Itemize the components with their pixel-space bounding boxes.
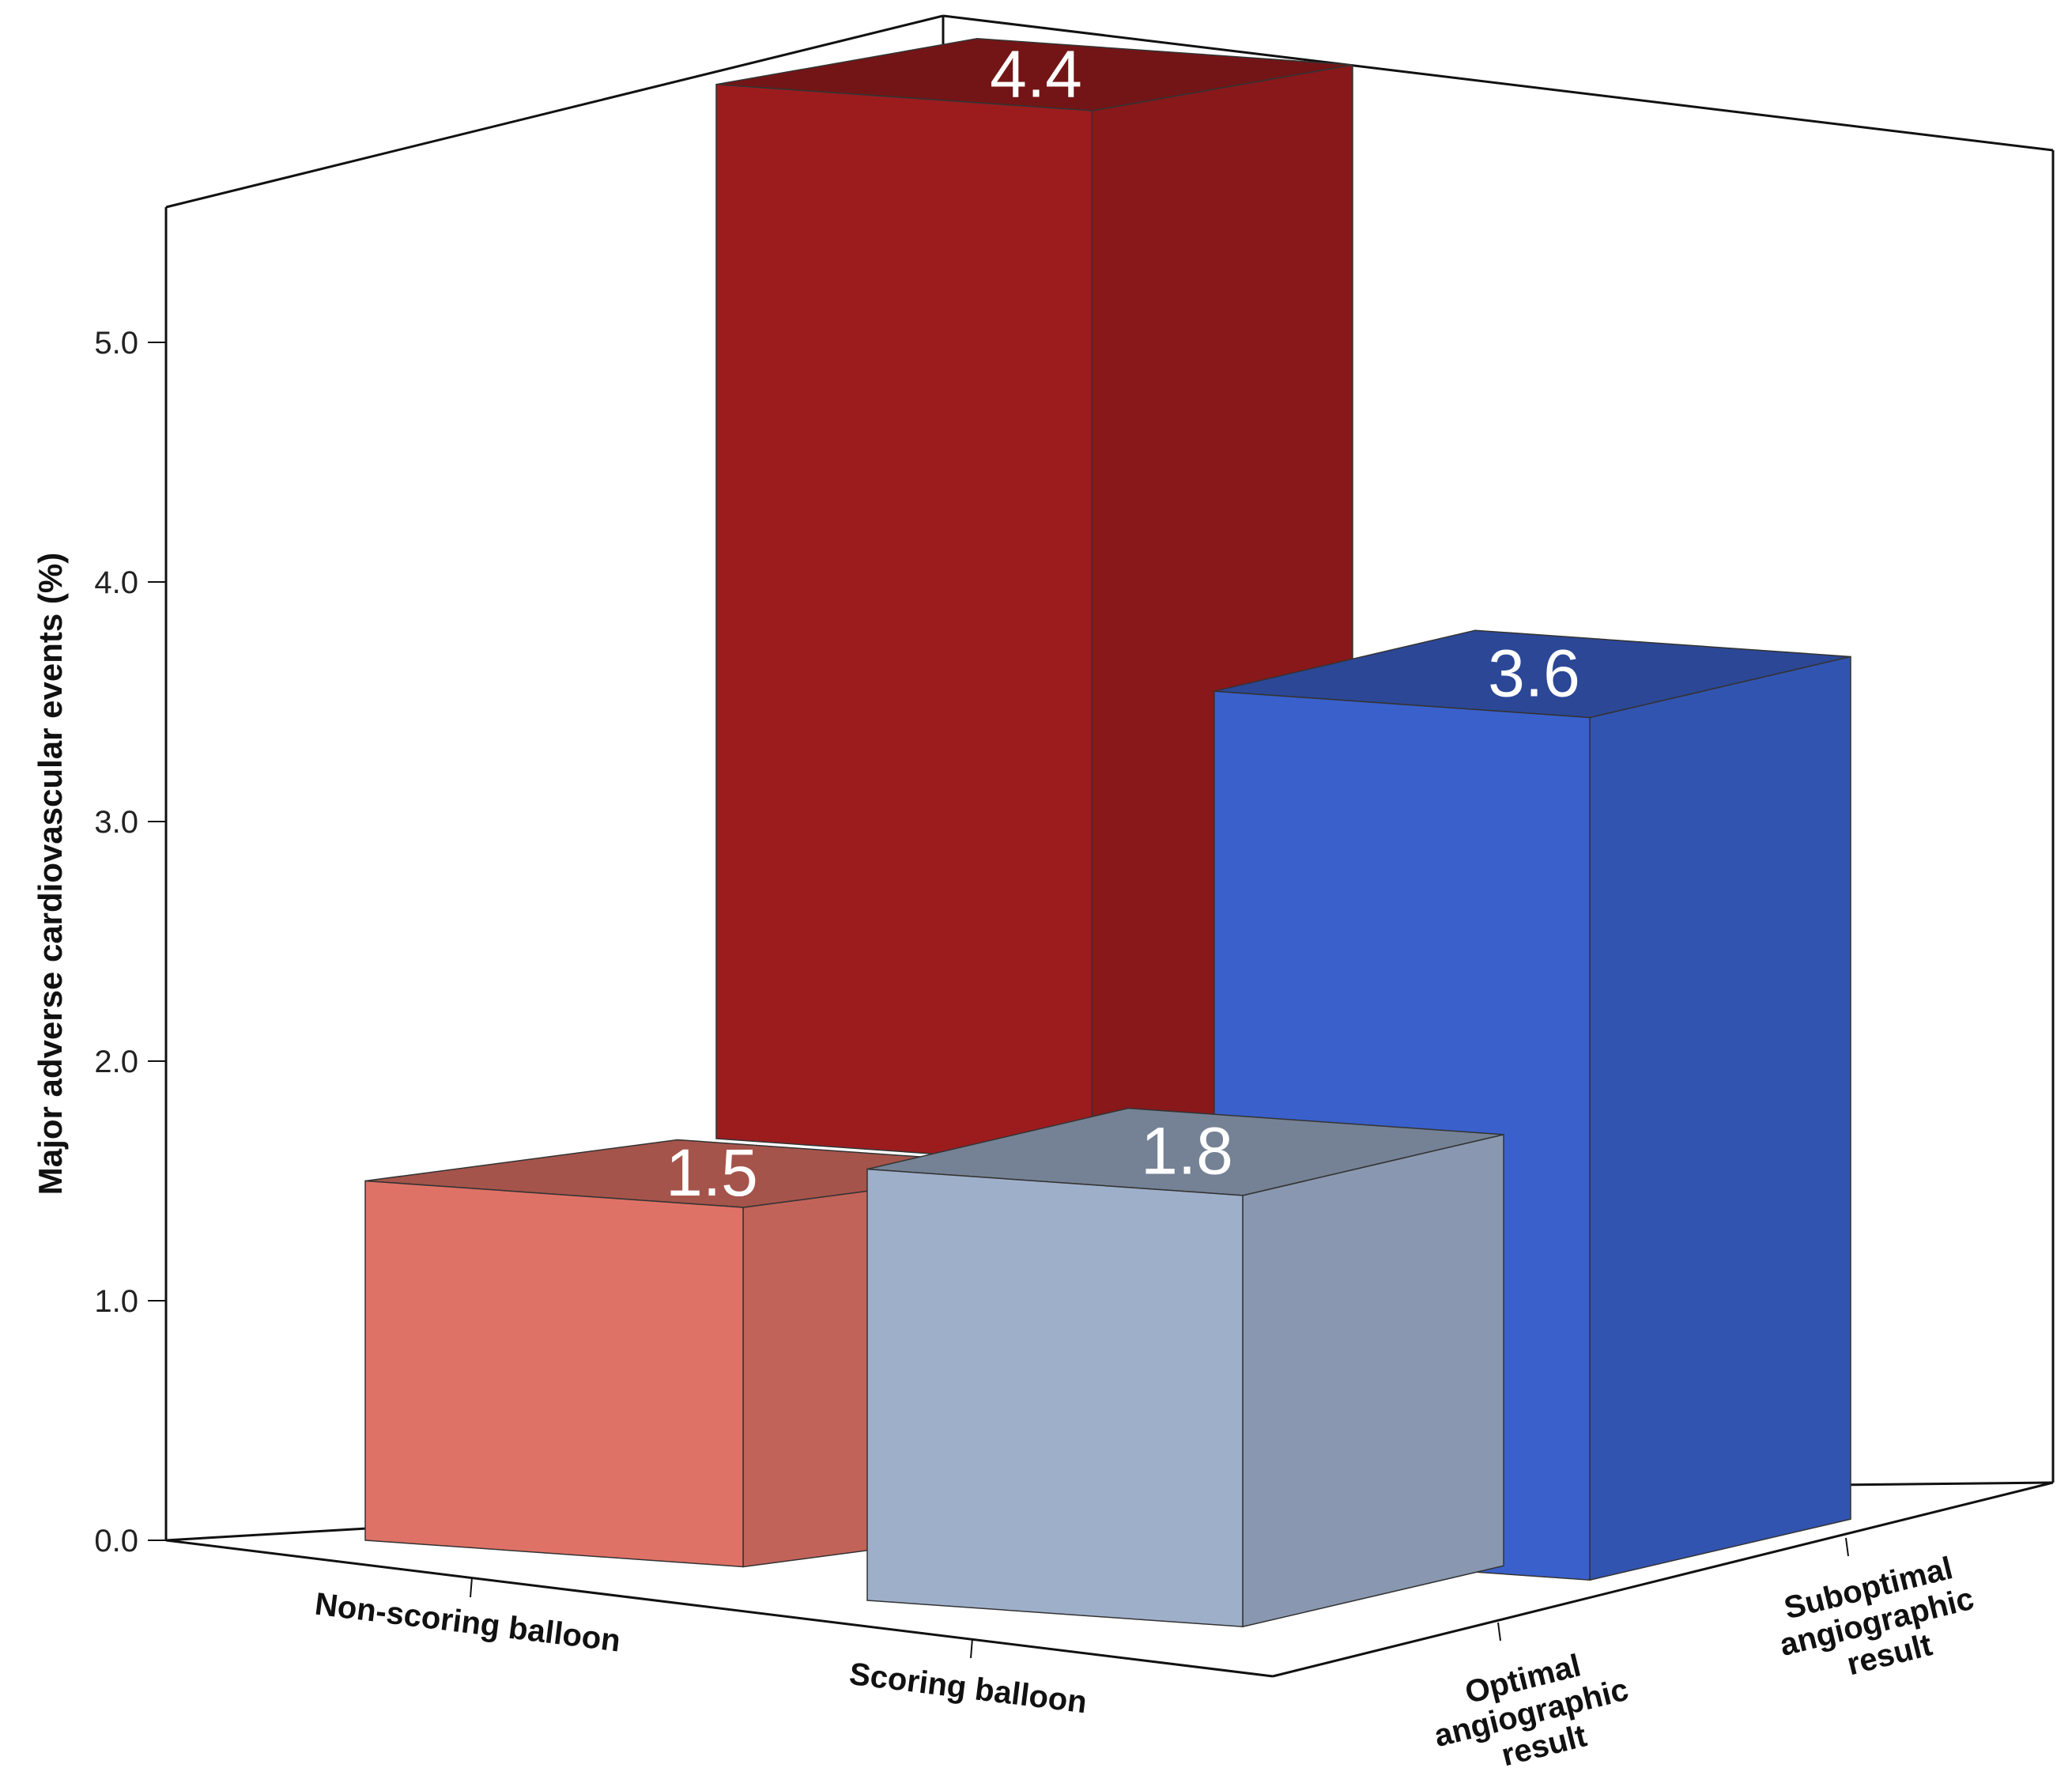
y-tick-label-5: 5.0 bbox=[94, 326, 138, 361]
bar-side-face bbox=[1242, 1133, 1504, 1628]
bars: 4.4 3.6 1.5 1.8 bbox=[364, 36, 1851, 1628]
y-tick-label-3: 3.0 bbox=[94, 805, 138, 840]
bar-side-face bbox=[1589, 655, 1851, 1581]
floor-front-edge bbox=[165, 1539, 1274, 1678]
y-axis-title: Major adverse cardiovascular events (%) bbox=[32, 553, 69, 1195]
y-tick-label-2: 2.0 bbox=[94, 1045, 138, 1079]
bar-front-face bbox=[364, 1180, 744, 1568]
depth-label-suboptimal: Suboptimal angiographic result bbox=[1768, 1545, 1994, 1697]
bar-1-0: 1.8 bbox=[866, 1107, 1504, 1628]
depth-axis: Optimal angiographic result Suboptimal a… bbox=[1422, 1537, 1994, 1787]
frame-top-right bbox=[942, 14, 2054, 152]
y-tick-label-4: 4.0 bbox=[94, 565, 138, 600]
category-label-non-scoring: Non-scoring balloon bbox=[313, 1587, 622, 1659]
y-axis: 0.0 1.0 2.0 3.0 4.0 5.0 bbox=[94, 326, 166, 1558]
category-label-scoring: Scoring balloon bbox=[847, 1657, 1089, 1721]
y-tick-label-0: 0.0 bbox=[94, 1524, 138, 1558]
bar-value-label: 4.4 bbox=[990, 36, 1082, 111]
bar-front-face bbox=[866, 1168, 1244, 1628]
category-tick-1 bbox=[470, 1577, 473, 1598]
y-tick-label-1: 1.0 bbox=[94, 1284, 138, 1319]
depth-tick-1 bbox=[1497, 1622, 1501, 1642]
floor-right-edge bbox=[1272, 1481, 2054, 1678]
bar-value-label: 1.8 bbox=[1141, 1114, 1233, 1188]
depth-label-optimal: Optimal angiographic result bbox=[1422, 1636, 1648, 1787]
frame-top-left bbox=[165, 14, 944, 209]
bar-value-label: 1.5 bbox=[666, 1135, 758, 1210]
bar-value-label: 3.6 bbox=[1488, 636, 1580, 710]
bar-front-face bbox=[715, 83, 1093, 1166]
category-tick-2 bbox=[970, 1638, 973, 1659]
depth-tick-2 bbox=[1845, 1537, 1849, 1557]
